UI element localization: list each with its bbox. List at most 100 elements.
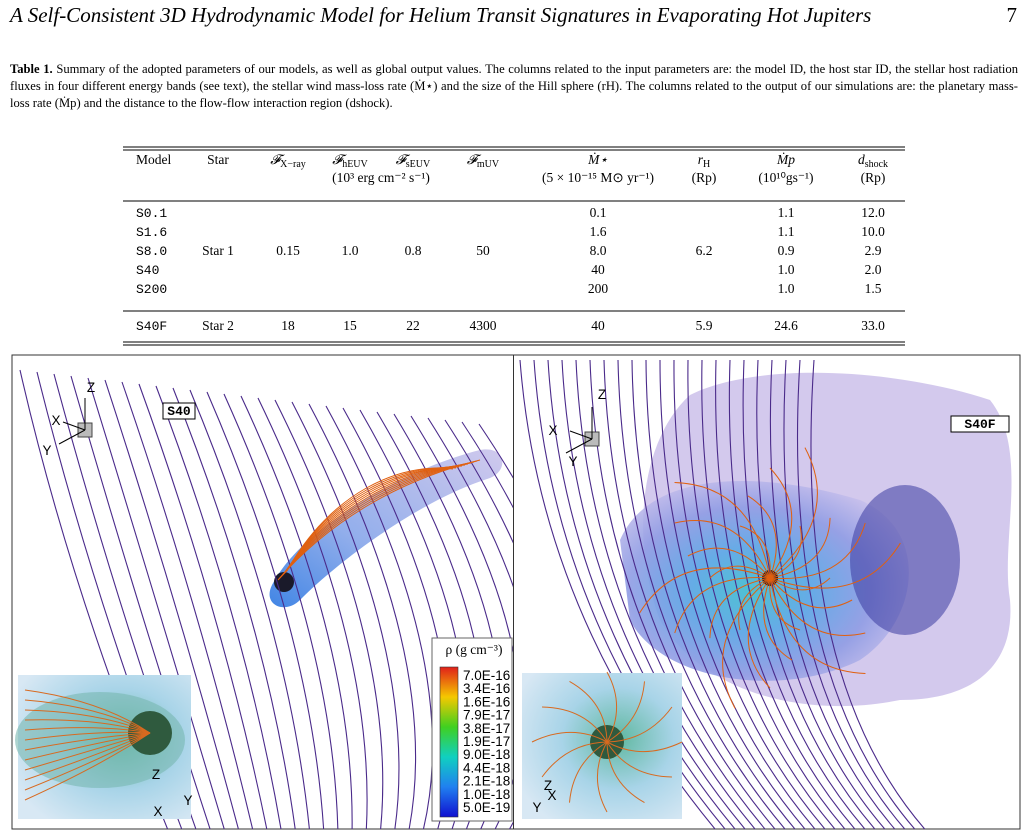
table-cell: 18	[281, 318, 295, 333]
streamline	[659, 359, 816, 829]
table-cell: 1.0	[342, 243, 359, 258]
table-cell: 5.9	[696, 318, 713, 333]
flow-line	[639, 567, 771, 614]
colorbar-label: 3.8E-17	[463, 721, 510, 736]
flow-line	[769, 517, 831, 579]
left-panel-art	[19, 369, 513, 829]
flow-line	[286, 467, 454, 572]
table-cell: 0.15	[276, 243, 300, 258]
table-cell: 1.5	[865, 281, 882, 296]
table-cell: 15	[343, 318, 357, 333]
flow-line	[674, 482, 771, 579]
model-id: S40F	[136, 319, 167, 334]
table-cell: 24.6	[774, 318, 798, 333]
tail	[269, 449, 503, 608]
table-cell: 200	[588, 281, 609, 296]
streamline	[701, 359, 846, 829]
column-unit: (5 × 10⁻¹⁵ M⊙ yr⁻¹)	[542, 170, 654, 185]
flow-line	[747, 577, 771, 689]
colorbar-label: 4.4E-18	[463, 760, 510, 775]
inset-flow-line	[24, 689, 151, 734]
flow-line	[738, 577, 771, 631]
column-header: 𝓕X−ray	[270, 152, 306, 170]
inset-flow-line	[24, 699, 151, 734]
streamline	[70, 375, 211, 829]
table-cell: 4300	[470, 318, 497, 333]
right-panel-art	[519, 359, 1012, 829]
column-header: 𝓕mUV	[467, 152, 500, 170]
label-box	[162, 402, 196, 420]
streamline	[547, 359, 736, 829]
column-header: 𝓕hEUV	[332, 152, 368, 170]
streamline	[769, 359, 896, 829]
streamline	[138, 383, 268, 829]
inset-axis-letter: Y	[532, 800, 541, 815]
flow-line	[769, 522, 866, 580]
flow-line	[709, 565, 771, 579]
flow-line	[687, 547, 771, 579]
streamline	[617, 359, 786, 829]
streamline	[444, 419, 513, 544]
model-id: S0.1	[136, 206, 167, 221]
flow-line	[722, 577, 771, 709]
inset-axis-letter: X	[153, 804, 162, 819]
inset-flow-line	[541, 741, 608, 778]
streamline	[756, 359, 886, 829]
inset-flow-line	[606, 741, 645, 804]
colorbar-label: 2.1E-18	[463, 774, 510, 789]
table-cell: 0.9	[778, 243, 795, 258]
column-header: 𝓕sEUV	[396, 152, 431, 170]
table: Model Star 𝓕X−ray 𝓕hEUV(10³ erg cm⁻² s⁻¹)𝓕s…	[123, 146, 905, 346]
inset-axis-letter: Z	[544, 778, 552, 793]
streamline	[715, 359, 856, 829]
table-cell: 10.0	[861, 224, 885, 239]
table-cell: 40	[591, 262, 605, 277]
streamline	[461, 421, 513, 509]
table-cell: 1.6	[590, 224, 607, 239]
inset-axis-letter: Y	[183, 793, 192, 808]
flow-line	[763, 577, 793, 661]
page-number: 7	[1006, 3, 1018, 27]
panel-label: S40F	[964, 417, 995, 432]
inset-flow-line	[597, 741, 608, 813]
column-header: rH	[698, 152, 711, 170]
streamline	[645, 359, 806, 829]
column-header: Ṁp	[776, 152, 795, 167]
axis-letter: Z	[87, 380, 95, 395]
flow-line	[747, 495, 777, 579]
axis-letter: Y	[568, 454, 577, 469]
colorbar-label: 5.0E-19	[463, 800, 510, 815]
colorbar-label: 7.0E-16	[463, 668, 510, 683]
panel-label: S40	[167, 404, 191, 419]
colorbar-label: 9.0E-18	[463, 747, 510, 762]
axis-line	[58, 429, 86, 445]
streamline	[274, 399, 384, 829]
label-box	[950, 415, 1010, 433]
streamline	[796, 359, 916, 829]
flow-line	[769, 577, 831, 591]
streamline	[810, 359, 926, 829]
colorbar-label: 7.9E-17	[463, 708, 510, 723]
inset-flow-line	[24, 732, 151, 751]
streamline	[687, 359, 836, 829]
streamline	[87, 377, 225, 829]
flow-line	[769, 577, 866, 636]
header-subscript: shock	[865, 159, 888, 170]
inset-flow-line	[24, 732, 151, 791]
inset-flow-line	[606, 741, 683, 753]
flow-line	[674, 520, 771, 579]
streamline	[104, 379, 239, 829]
colorbar-label: 1.6E-16	[463, 694, 510, 709]
inset-flow-line	[531, 731, 608, 743]
header-subscript: hEUV	[342, 159, 368, 170]
axis-line	[62, 421, 86, 431]
streamline	[257, 397, 368, 829]
model-id: S200	[136, 282, 167, 297]
flow-line	[674, 576, 771, 634]
axis-letter: X	[51, 413, 60, 428]
inset-flow-line	[606, 706, 673, 743]
flow-line	[769, 577, 801, 631]
column-header: dshock	[858, 152, 888, 170]
